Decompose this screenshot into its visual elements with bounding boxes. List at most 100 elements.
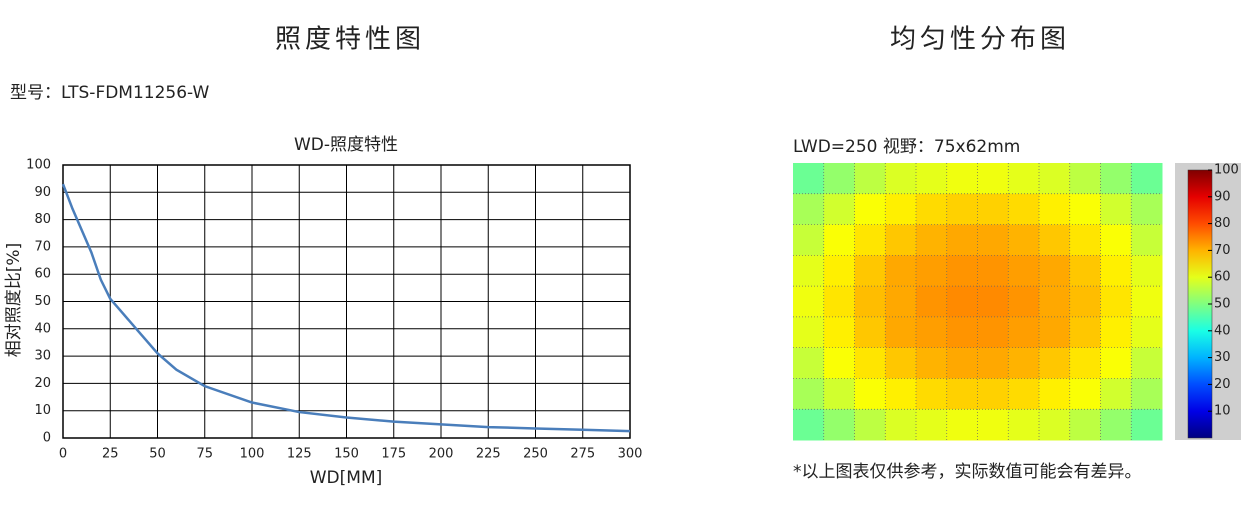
y-tick-label: 90 bbox=[34, 185, 51, 200]
y-tick-label: 80 bbox=[34, 212, 51, 227]
heatmap-cell bbox=[946, 378, 978, 410]
x-tick-label: 0 bbox=[59, 447, 67, 462]
heatmap-cell bbox=[823, 255, 855, 287]
x-tick-label: 250 bbox=[523, 447, 548, 462]
heatmap-cell bbox=[793, 316, 825, 349]
colorbar-tick-label: 50 bbox=[1214, 297, 1231, 312]
line-series bbox=[61, 183, 631, 433]
heatmap-cell bbox=[1100, 347, 1132, 379]
heatmap-cell bbox=[977, 224, 1009, 256]
heatmap-cell bbox=[1069, 286, 1101, 318]
colorbar-tick-label: 10 bbox=[1214, 404, 1231, 419]
heatmap-cell bbox=[977, 347, 1009, 379]
y-tick-label: 30 bbox=[34, 349, 51, 364]
heatmap-cell bbox=[1008, 316, 1040, 349]
heatmap-cell bbox=[946, 163, 978, 195]
heatmap-cell bbox=[885, 224, 917, 256]
heatmap-cell bbox=[977, 378, 1009, 410]
x-tick-label: 100 bbox=[240, 447, 265, 462]
heatmap-cell bbox=[854, 347, 886, 379]
heatmap-cell bbox=[1131, 224, 1163, 256]
heatmap-cell bbox=[793, 255, 825, 287]
heatmap-cell bbox=[1131, 255, 1163, 287]
heatmap-cell bbox=[854, 378, 886, 410]
heatmap-cell bbox=[1100, 193, 1132, 226]
x-tick-label: 50 bbox=[149, 447, 166, 462]
colorbar-tick-label: 100 bbox=[1214, 163, 1239, 178]
heatmap-cell bbox=[946, 224, 978, 256]
heatmap-cell bbox=[1100, 224, 1132, 256]
heatmap-cell bbox=[1069, 255, 1101, 287]
heatmap-cell bbox=[793, 409, 825, 441]
x-tick-label: 275 bbox=[570, 447, 595, 462]
heatmap-cell bbox=[885, 193, 917, 226]
heatmap-cell bbox=[946, 255, 978, 287]
heatmap-cell bbox=[885, 255, 917, 287]
heatmap-cell bbox=[916, 409, 948, 441]
colorbar-tick-label: 30 bbox=[1214, 350, 1231, 365]
y-tick-label: 50 bbox=[34, 294, 51, 309]
heatmap-cell bbox=[916, 163, 948, 195]
heatmap-cell bbox=[823, 193, 855, 226]
heatmap-cell bbox=[885, 316, 917, 349]
heatmap-cell bbox=[1069, 316, 1101, 349]
y-tick-label: 20 bbox=[34, 376, 51, 391]
heatmap-cell bbox=[977, 409, 1009, 441]
heatmap-cell bbox=[977, 286, 1009, 318]
colorbar-tick-label: 90 bbox=[1214, 189, 1231, 204]
y-tick-label: 70 bbox=[34, 239, 51, 254]
heatmap-cell bbox=[823, 163, 855, 195]
heatmap-cell bbox=[916, 378, 948, 410]
heatmap-cell bbox=[946, 193, 978, 226]
x-axis-label: WD[MM] bbox=[310, 468, 383, 488]
y-tick-label: 60 bbox=[34, 267, 51, 282]
y-tick-label: 10 bbox=[34, 403, 51, 418]
heatmap-cell bbox=[977, 193, 1009, 226]
colorbar-tick-label: 80 bbox=[1214, 216, 1231, 231]
x-tick-label: 200 bbox=[429, 447, 454, 462]
heatmap-cell bbox=[1100, 286, 1132, 318]
model: 型号：LTS-FDM11256-W bbox=[10, 83, 210, 103]
heatmap-cell bbox=[1039, 255, 1071, 287]
x-tick-label: 75 bbox=[196, 447, 213, 462]
heatmap-cell bbox=[854, 193, 886, 226]
heatmap-cell bbox=[823, 316, 855, 349]
heatmap-cell bbox=[916, 286, 948, 318]
heatmap-cell bbox=[793, 163, 825, 195]
heatmap-cell bbox=[1131, 378, 1163, 410]
plot-frame bbox=[62, 164, 631, 439]
heatmap-cell bbox=[1008, 163, 1040, 195]
heatmap-cell bbox=[1039, 224, 1071, 256]
heatmap-cell bbox=[1008, 255, 1040, 287]
heatmap-cell bbox=[1069, 378, 1101, 410]
heatmap-cell bbox=[1008, 193, 1040, 226]
heatmap-cell bbox=[1131, 286, 1163, 318]
heatmap-cell bbox=[1100, 163, 1132, 195]
heatmap-cell bbox=[1131, 409, 1163, 441]
heatmap-cell bbox=[1069, 224, 1101, 256]
y-tick-label: 100 bbox=[26, 158, 51, 173]
heatmap-cell bbox=[1069, 347, 1101, 379]
colorbar-tick-label: 60 bbox=[1214, 270, 1231, 285]
heatmap-cell bbox=[885, 409, 917, 441]
heatmap-cell bbox=[1008, 378, 1040, 410]
heatmap-cell bbox=[793, 347, 825, 379]
heatmap-cell bbox=[823, 224, 855, 256]
heatmap-cell bbox=[885, 163, 917, 195]
y-axis-label: 相对照度比[%] bbox=[4, 243, 24, 357]
heatmap-cell bbox=[1008, 286, 1040, 318]
heatmap-cell bbox=[1008, 409, 1040, 441]
heatmap-cell bbox=[916, 193, 948, 226]
heatmap-cell bbox=[946, 316, 978, 349]
heatmap-cell bbox=[793, 286, 825, 318]
heatmap-cell bbox=[1100, 255, 1132, 287]
note: *以上图表仅供参考，实际数值可能会有差异。 bbox=[793, 462, 1142, 482]
heatmap-cell bbox=[854, 316, 886, 349]
heatmap-cell bbox=[1008, 224, 1040, 256]
heatmap-cell bbox=[1069, 163, 1101, 195]
heatmap-cell bbox=[885, 286, 917, 318]
heatmap-cell bbox=[1131, 347, 1163, 379]
colorbar-tick-label: 70 bbox=[1214, 243, 1231, 258]
heatmap-cell bbox=[1069, 409, 1101, 441]
